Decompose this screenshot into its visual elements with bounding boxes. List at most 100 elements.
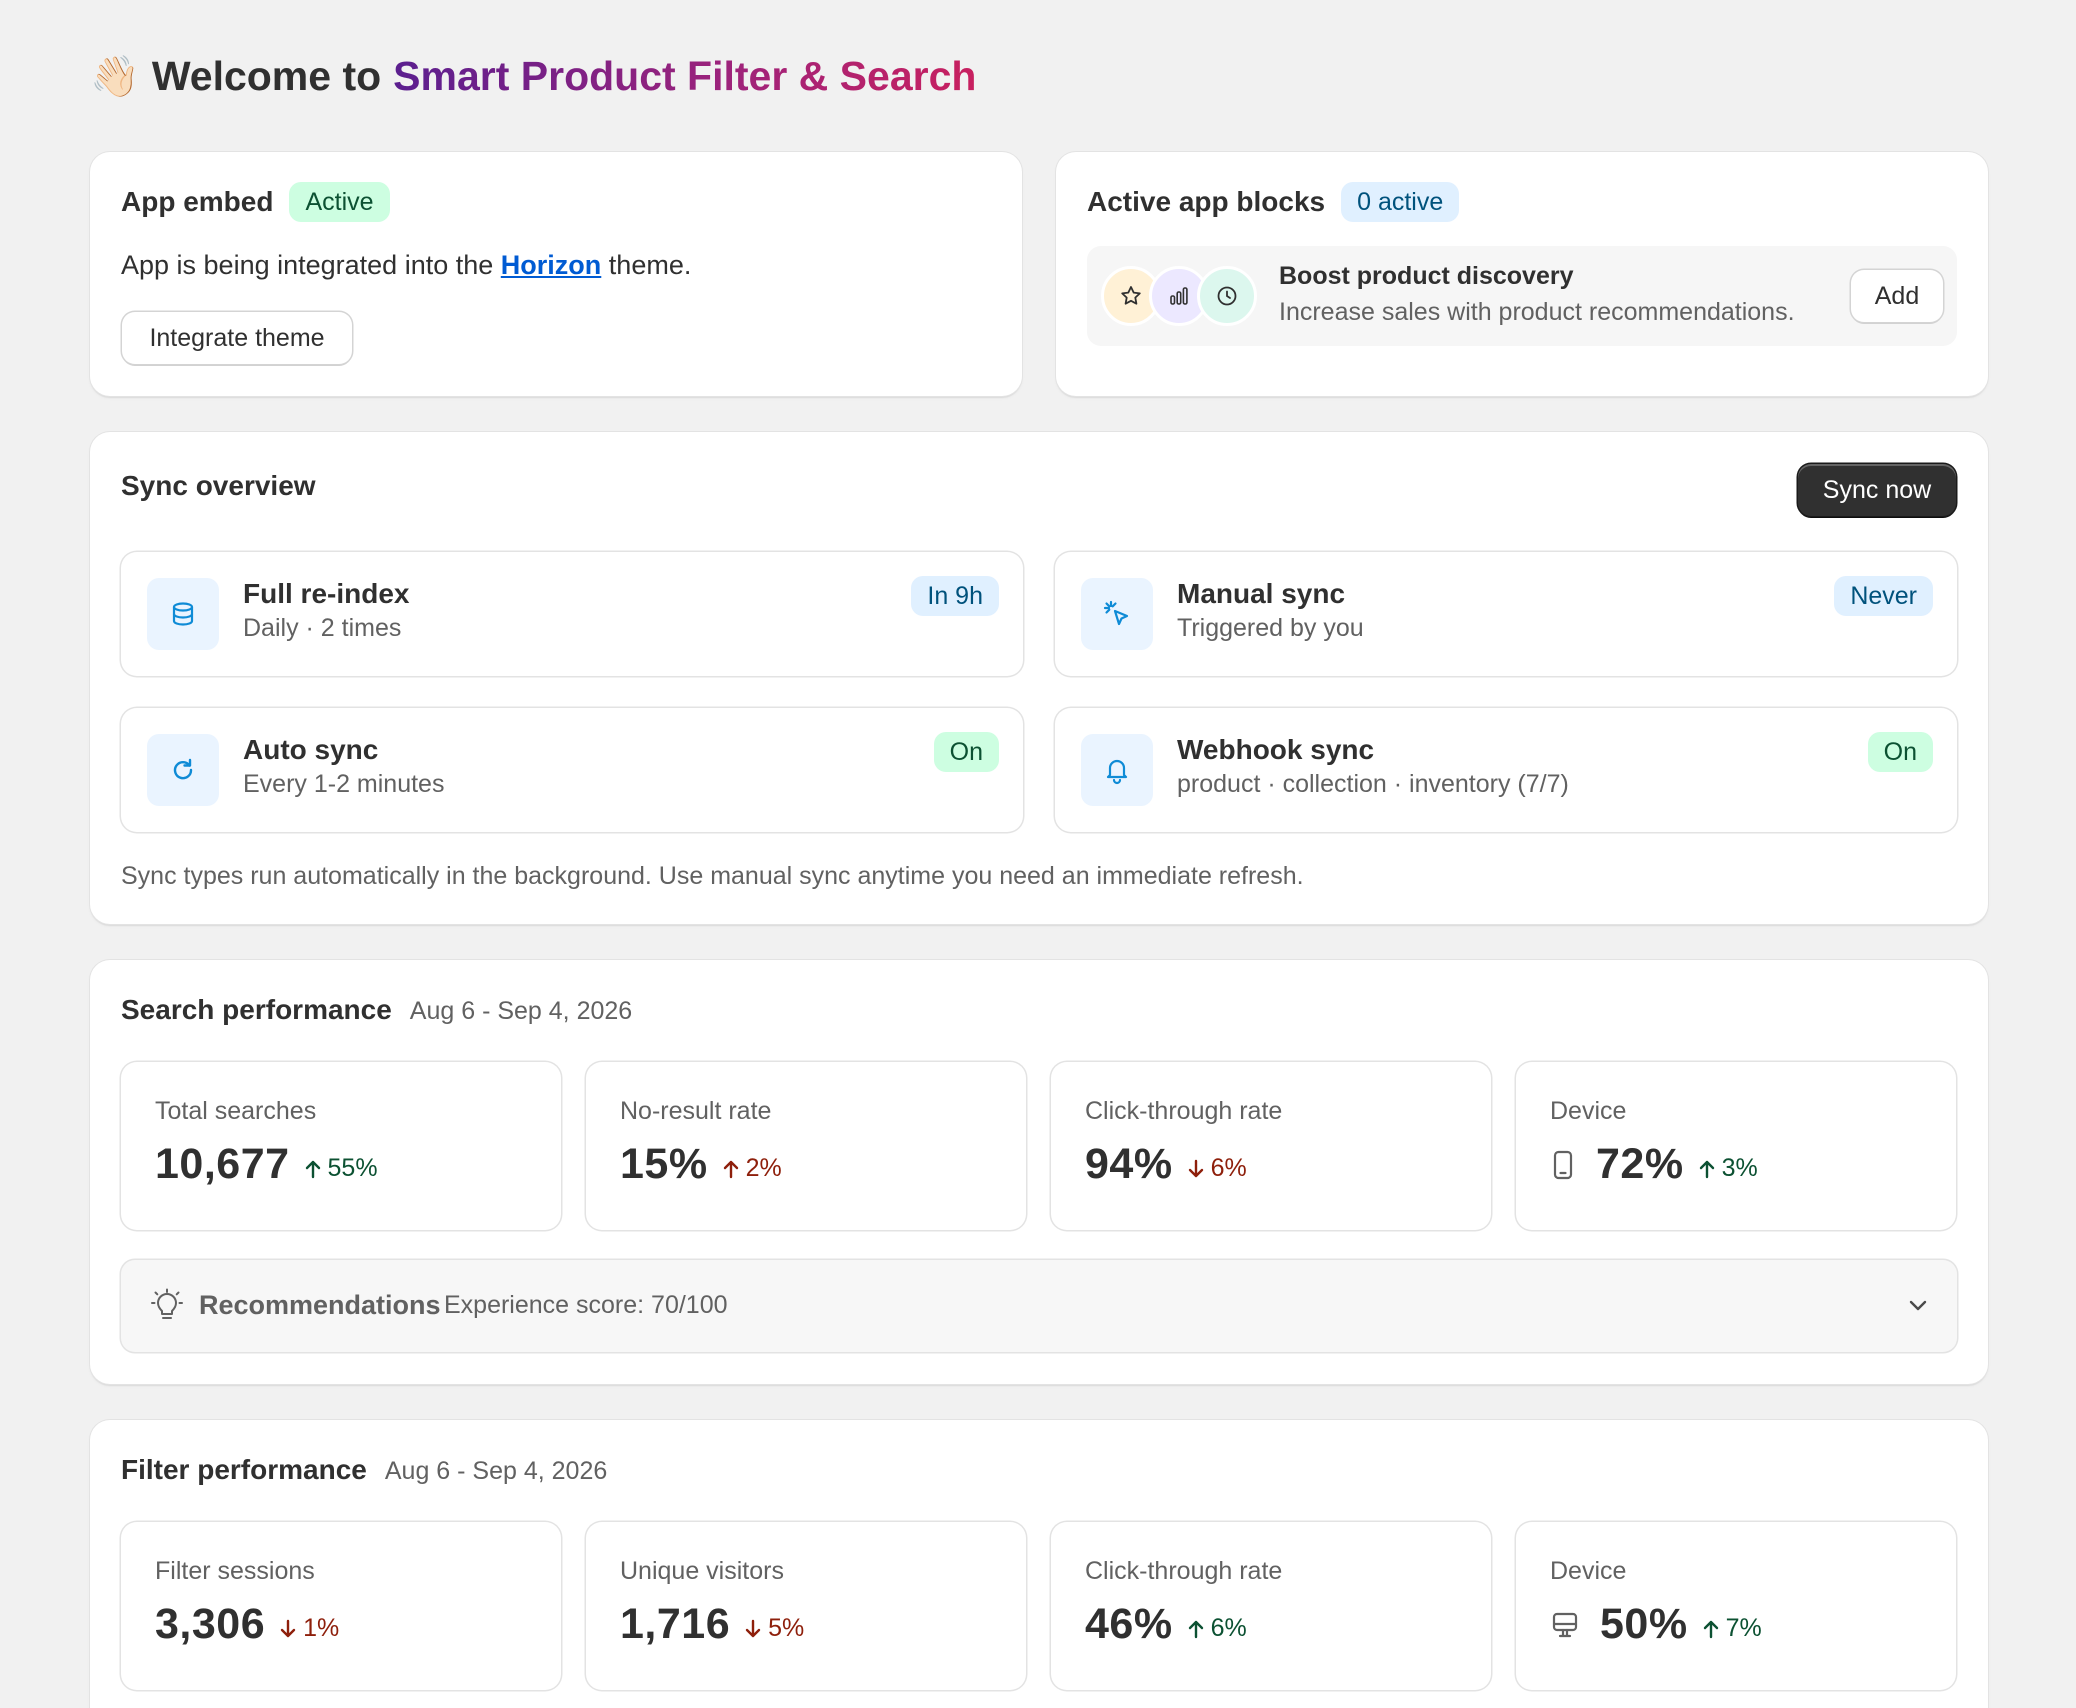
arrow-up-icon [305, 1160, 320, 1178]
metric-delta-value: 6% [1210, 1614, 1247, 1642]
sync-tile-manual-sync: Manual sync Triggered by you Never [1055, 552, 1957, 676]
metric-value: 46% [1085, 1600, 1173, 1648]
metric-value: 10,677 [155, 1140, 290, 1188]
app-blocks-card: Active app blocks 0 active Boost product… [1056, 152, 1988, 396]
metric-filter-sessions: Filter sessions 3,306 1% [121, 1522, 561, 1690]
metric-delta-value: 55% [327, 1154, 378, 1182]
metric-delta-value: 5% [768, 1614, 805, 1642]
metric-delta-value: 3% [1721, 1154, 1758, 1182]
sync-now-button[interactable]: Sync now [1798, 464, 1956, 516]
metric-value: 15% [620, 1140, 708, 1188]
promo-icon-stack [1101, 266, 1261, 326]
app-embed-description: App is being integrated into the Horizon… [121, 250, 691, 281]
app-embed-card: App embed Active App is being integrated… [90, 152, 1022, 396]
app-embed-status-badge: Active [289, 182, 390, 222]
metric-delta: 2% [722, 1154, 782, 1183]
sync-tile-status-badge: On [1867, 732, 1933, 772]
sync-overview-title: Sync overview [121, 470, 316, 501]
lightbulb-icon [149, 1288, 185, 1329]
search-performance-title: Search performance [121, 994, 392, 1025]
sync-footnote: Sync types run automatically in the back… [121, 862, 1304, 890]
metric-delta: 6% [1187, 1614, 1247, 1643]
metric-label: Total searches [155, 1097, 317, 1125]
app-blocks-title: Active app blocks [1087, 186, 1326, 217]
sync-tile-title: Manual sync [1177, 578, 1346, 609]
metric-delta-value: 2% [745, 1154, 782, 1182]
cursor-click-icon [1081, 578, 1153, 650]
sync-tile-subtitle: product · collection · inventory (7/7) [1177, 770, 1569, 798]
metric-value: 3,306 [155, 1600, 266, 1648]
arrow-up-icon [723, 1160, 738, 1178]
metric-total-searches: Total searches 10,677 55% [121, 1062, 561, 1230]
sync-tile-status-badge: In 9h [911, 576, 999, 616]
arrow-up-icon [1699, 1160, 1714, 1178]
metric-label: Device [1550, 1557, 1627, 1585]
app-name: Smart Product Filter & Search [393, 52, 977, 99]
metric-label: Filter sessions [155, 1557, 315, 1585]
metric-device: Device 72% 3% [1516, 1062, 1956, 1230]
sync-tile-status-badge: On [933, 732, 999, 772]
sync-tile-title: Auto sync [243, 734, 379, 765]
sync-tile-title: Full re-index [243, 578, 410, 609]
sync-tile-title: Webhook sync [1177, 734, 1375, 765]
bell-icon [1081, 734, 1153, 806]
sync-tile-status-badge: Never [1834, 576, 1933, 616]
desktop-icon [1550, 1610, 1580, 1640]
sync-tile-subtitle: Every 1-2 minutes [243, 770, 445, 798]
database-icon [147, 578, 219, 650]
refresh-icon [147, 734, 219, 806]
metric-value: 72% [1596, 1140, 1684, 1188]
metric-unique-visitors: Unique visitors 1,716 5% [586, 1522, 1026, 1690]
welcome-heading: 👋🏻 Welcome to Smart Product Filter & Sea… [90, 48, 976, 104]
mobile-icon [1550, 1149, 1576, 1181]
chevron-down-icon[interactable] [1905, 1292, 1931, 1323]
sync-overview-card: Sync overview Sync now Full re-index Dai… [90, 432, 1988, 924]
app-embed-text-after: theme. [608, 250, 692, 280]
search-performance-date-range: Aug 6 - Sep 4, 2026 [409, 997, 633, 1025]
experience-score: Experience score: 70/100 [444, 1291, 728, 1319]
metric-delta: 6% [1187, 1154, 1247, 1183]
filter-performance-title: Filter performance [121, 1454, 367, 1485]
metric-delta: 7% [1702, 1614, 1762, 1643]
filter-performance-date-range: Aug 6 - Sep 4, 2026 [384, 1457, 608, 1485]
waving-hand-icon: 👋🏻 [90, 54, 140, 99]
recommendations-label: Recommendations [199, 1290, 441, 1320]
welcome-prefix: Welcome to [151, 52, 382, 99]
metric-filter-device: Device 50% 7% [1516, 1522, 1956, 1690]
sync-tile-subtitle: Triggered by you [1177, 614, 1364, 642]
metric-label: No-result rate [620, 1097, 772, 1125]
app-blocks-count-badge: 0 active [1341, 182, 1460, 222]
sync-tile-auto-sync: Auto sync Every 1-2 minutes On [121, 708, 1023, 832]
metric-delta-value: 1% [303, 1614, 340, 1642]
promo-subtitle: Increase sales with product recommendati… [1279, 298, 1795, 326]
metric-delta: 1% [279, 1614, 339, 1643]
metric-delta: 55% [304, 1154, 378, 1183]
arrow-down-icon [280, 1619, 296, 1637]
metric-label: Click-through rate [1085, 1557, 1283, 1585]
metric-delta-value: 7% [1725, 1614, 1762, 1642]
integrate-theme-button[interactable]: Integrate theme [122, 312, 352, 364]
filter-performance-card: Filter performance Aug 6 - Sep 4, 2026 F… [90, 1420, 1988, 1708]
metric-filter-click-through-rate: Click-through rate 46% 6% [1051, 1522, 1491, 1690]
clock-icon [1197, 266, 1257, 326]
search-performance-card: Search performance Aug 6 - Sep 4, 2026 T… [90, 960, 1988, 1384]
metric-delta-value: 6% [1210, 1154, 1247, 1182]
promo-title: Boost product discovery [1279, 262, 1574, 290]
metric-delta: 3% [1698, 1154, 1758, 1183]
app-embed-title: App embed [121, 186, 274, 217]
arrow-down-icon [1188, 1159, 1203, 1177]
sync-tile-subtitle: Daily · 2 times [243, 614, 402, 642]
metric-label: Device [1550, 1097, 1627, 1125]
arrow-up-icon [1703, 1620, 1718, 1638]
metric-value: 1,716 [620, 1600, 731, 1648]
arrow-up-icon [1188, 1620, 1203, 1638]
metric-value: 94% [1085, 1140, 1173, 1188]
recommendations-accordion[interactable]: Recommendations Experience score: 70/100 [121, 1260, 1957, 1352]
metric-no-result-rate: No-result rate 15% 2% [586, 1062, 1026, 1230]
metric-label: Click-through rate [1085, 1097, 1283, 1125]
add-app-block-button[interactable]: Add [1851, 270, 1943, 322]
metric-click-through-rate: Click-through rate 94% 6% [1051, 1062, 1491, 1230]
metric-label: Unique visitors [620, 1557, 784, 1585]
horizon-theme-link[interactable]: Horizon [500, 250, 602, 280]
app-embed-text-before: App is being integrated into the [121, 250, 494, 280]
